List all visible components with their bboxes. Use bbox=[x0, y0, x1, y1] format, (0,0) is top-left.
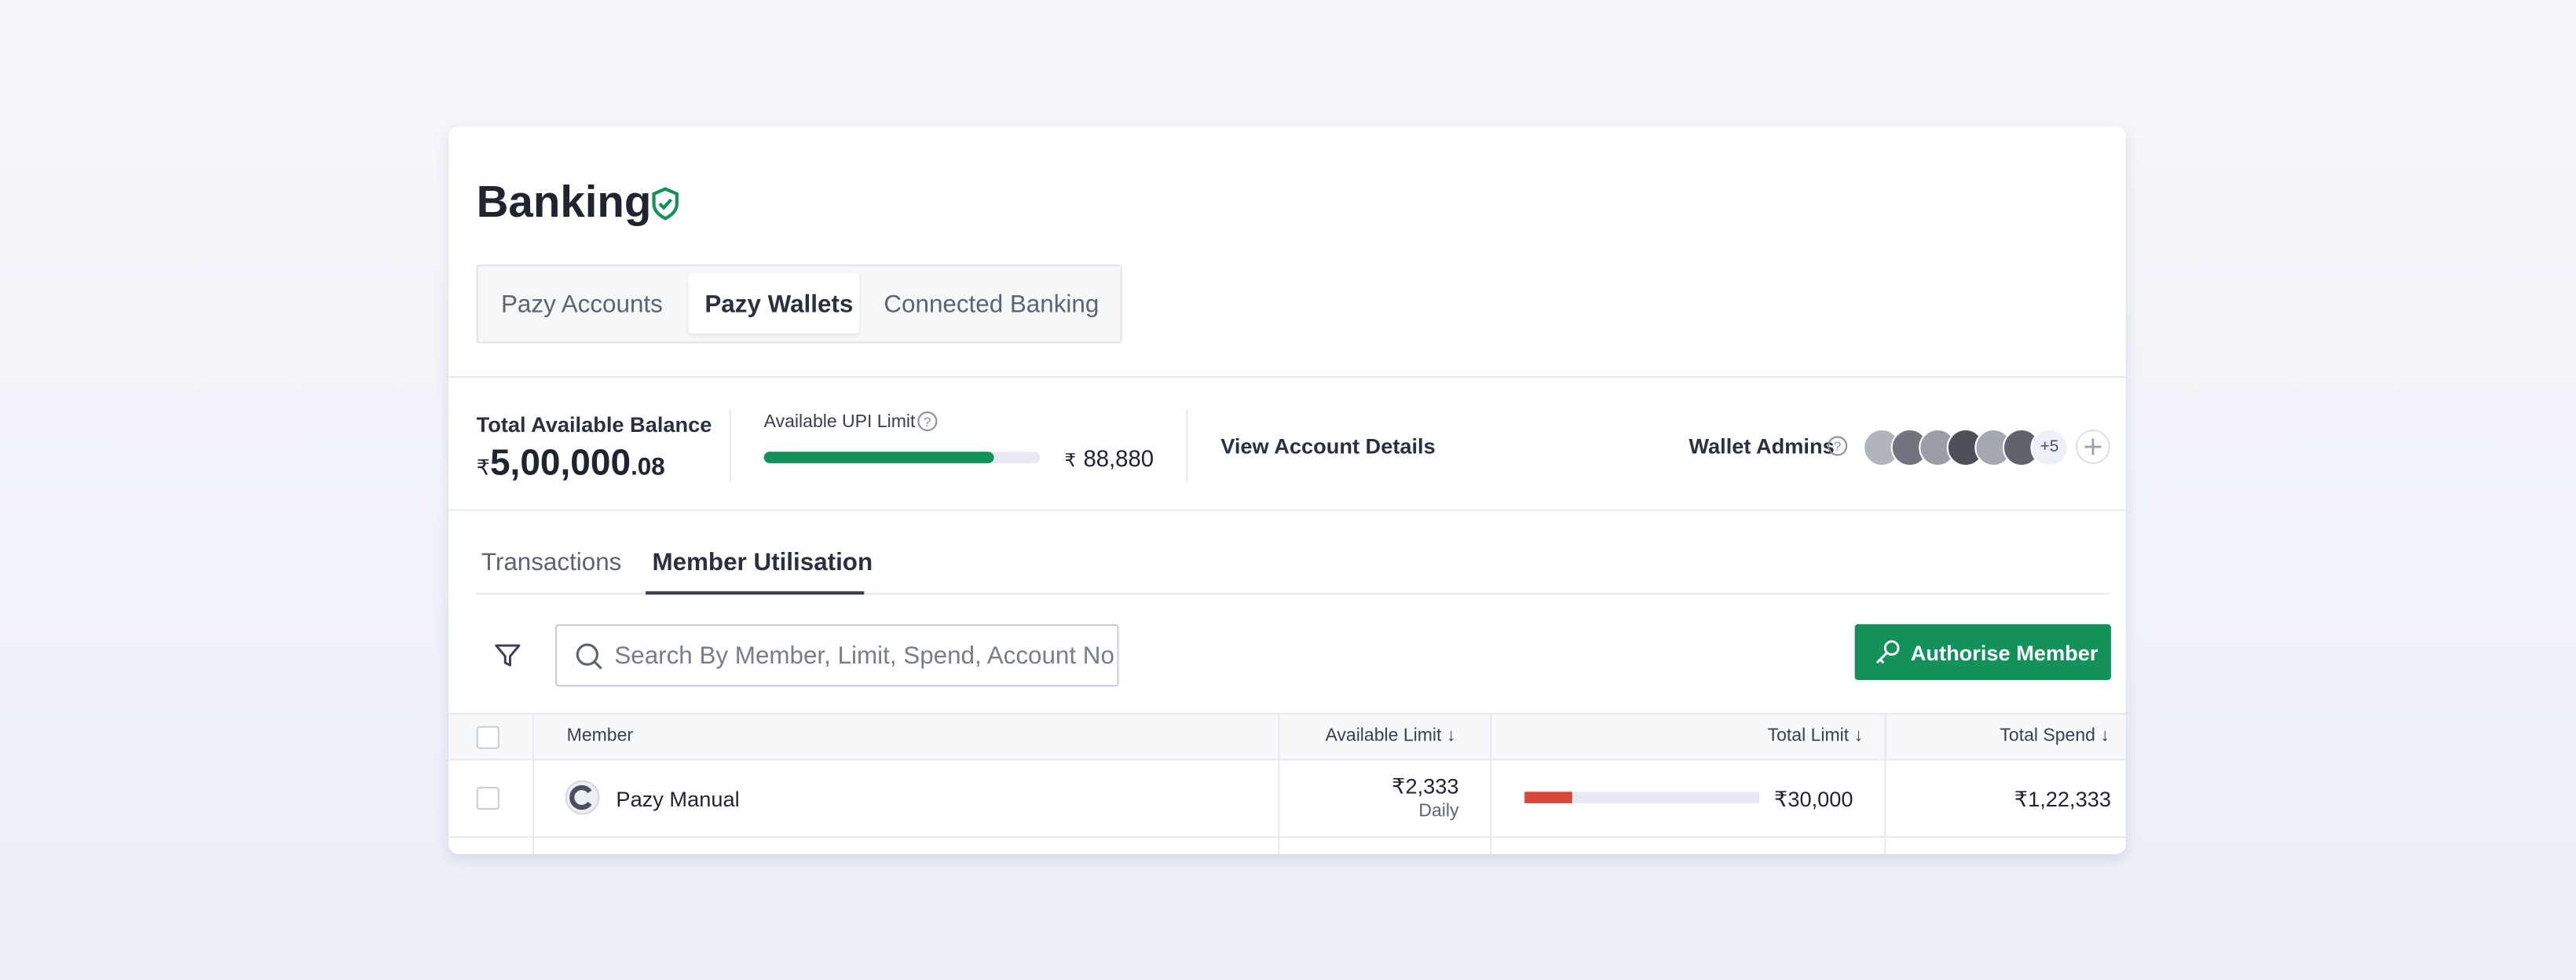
search-placeholder: Search By Member, Limit, Spend, Account … bbox=[614, 642, 1114, 671]
button-label: Authorise Member bbox=[1910, 640, 2098, 666]
divider bbox=[448, 509, 2126, 511]
divider bbox=[448, 759, 2126, 761]
account-tabs: Pazy Accounts Pazy Wallets Connected Ban… bbox=[476, 264, 1122, 344]
filter-button[interactable] bbox=[493, 641, 523, 671]
total-spend: ₹1,22,333 bbox=[2014, 786, 2111, 812]
upi-bar-fill bbox=[763, 452, 994, 463]
tab[interactable]: Connected Banking bbox=[884, 291, 1100, 319]
column-header[interactable]: Total Limit ↓ bbox=[1767, 726, 1864, 746]
search-box[interactable]: Search By Member, Limit, Spend, Account … bbox=[555, 623, 1119, 687]
limit-period: Daily bbox=[1418, 801, 1459, 821]
verified-shield bbox=[652, 187, 679, 221]
balance-decimal: .08 bbox=[631, 453, 665, 481]
row-checkbox[interactable] bbox=[476, 786, 499, 810]
balance-label: Total Available Balance bbox=[476, 412, 712, 437]
currency: ₹ bbox=[476, 455, 490, 480]
section-tab-active[interactable]: Member Utilisation bbox=[652, 548, 873, 577]
search-icon bbox=[576, 643, 602, 670]
member-name[interactable]: Pazy Manual bbox=[616, 786, 740, 812]
available-limit: ₹2,333 bbox=[1392, 773, 1459, 799]
tab[interactable]: Pazy Wallets bbox=[704, 291, 854, 319]
tab[interactable]: Pazy Accounts bbox=[500, 291, 663, 319]
divider bbox=[448, 376, 2126, 378]
balance-whole: 5,00,000 bbox=[489, 441, 631, 483]
divider bbox=[729, 408, 731, 481]
svg-text:?: ? bbox=[924, 415, 931, 430]
column-divider bbox=[532, 714, 534, 854]
total-limit: ₹30,000 bbox=[1774, 786, 1853, 812]
page-title: Banking bbox=[476, 177, 652, 227]
column-label: Total Spend bbox=[2000, 726, 2095, 746]
divider bbox=[476, 593, 2109, 595]
table-header bbox=[448, 714, 2126, 759]
column-label: Available Limit bbox=[1325, 726, 1442, 746]
divider bbox=[448, 712, 2126, 715]
upi-bar-track bbox=[763, 452, 1041, 463]
authorise-button[interactable]: Authorise Member bbox=[1854, 623, 2111, 681]
admins-more[interactable]: +5 bbox=[2030, 428, 2069, 467]
currency: ₹ bbox=[1064, 452, 1077, 472]
banking-card: Banking Pazy Accounts Pazy Wallets Conne… bbox=[448, 126, 2126, 854]
active-tab[interactable] bbox=[688, 272, 860, 334]
divider bbox=[448, 836, 2126, 838]
column-divider bbox=[1278, 714, 1280, 854]
help-icon[interactable]: ? bbox=[917, 411, 938, 432]
column-divider bbox=[1884, 714, 1886, 854]
column-divider bbox=[1490, 714, 1492, 854]
key-icon bbox=[1875, 640, 1900, 664]
add-admin[interactable] bbox=[2075, 429, 2111, 465]
help-icon[interactable]: ? bbox=[1827, 435, 1848, 456]
column-label: Total Limit bbox=[1767, 726, 1850, 746]
upi-value: 88,880 bbox=[1083, 444, 1154, 472]
view-details-link[interactable]: View Account Details bbox=[1220, 433, 1436, 459]
tab-underline bbox=[646, 591, 865, 595]
column-header[interactable]: Available Limit ↓ bbox=[1325, 726, 1456, 746]
section-tab[interactable]: Transactions bbox=[481, 548, 622, 577]
admins-label: Wallet Admins bbox=[1689, 433, 1835, 459]
limit-bar-fill bbox=[1524, 792, 1572, 803]
select-all-checkbox[interactable] bbox=[476, 726, 499, 749]
member-logo bbox=[565, 780, 600, 815]
upi-label: Available UPI Limit bbox=[763, 412, 916, 433]
limit-bar-track bbox=[1524, 792, 1760, 803]
balance: ₹5,00,000.08 bbox=[477, 442, 665, 485]
svg-text:?: ? bbox=[1834, 439, 1841, 454]
column-header[interactable]: Member bbox=[566, 726, 634, 746]
upi-limit: ₹ 88,880 bbox=[1064, 445, 1154, 475]
column-header[interactable]: Total Spend ↓ bbox=[2000, 726, 2109, 746]
divider bbox=[1186, 408, 1188, 481]
